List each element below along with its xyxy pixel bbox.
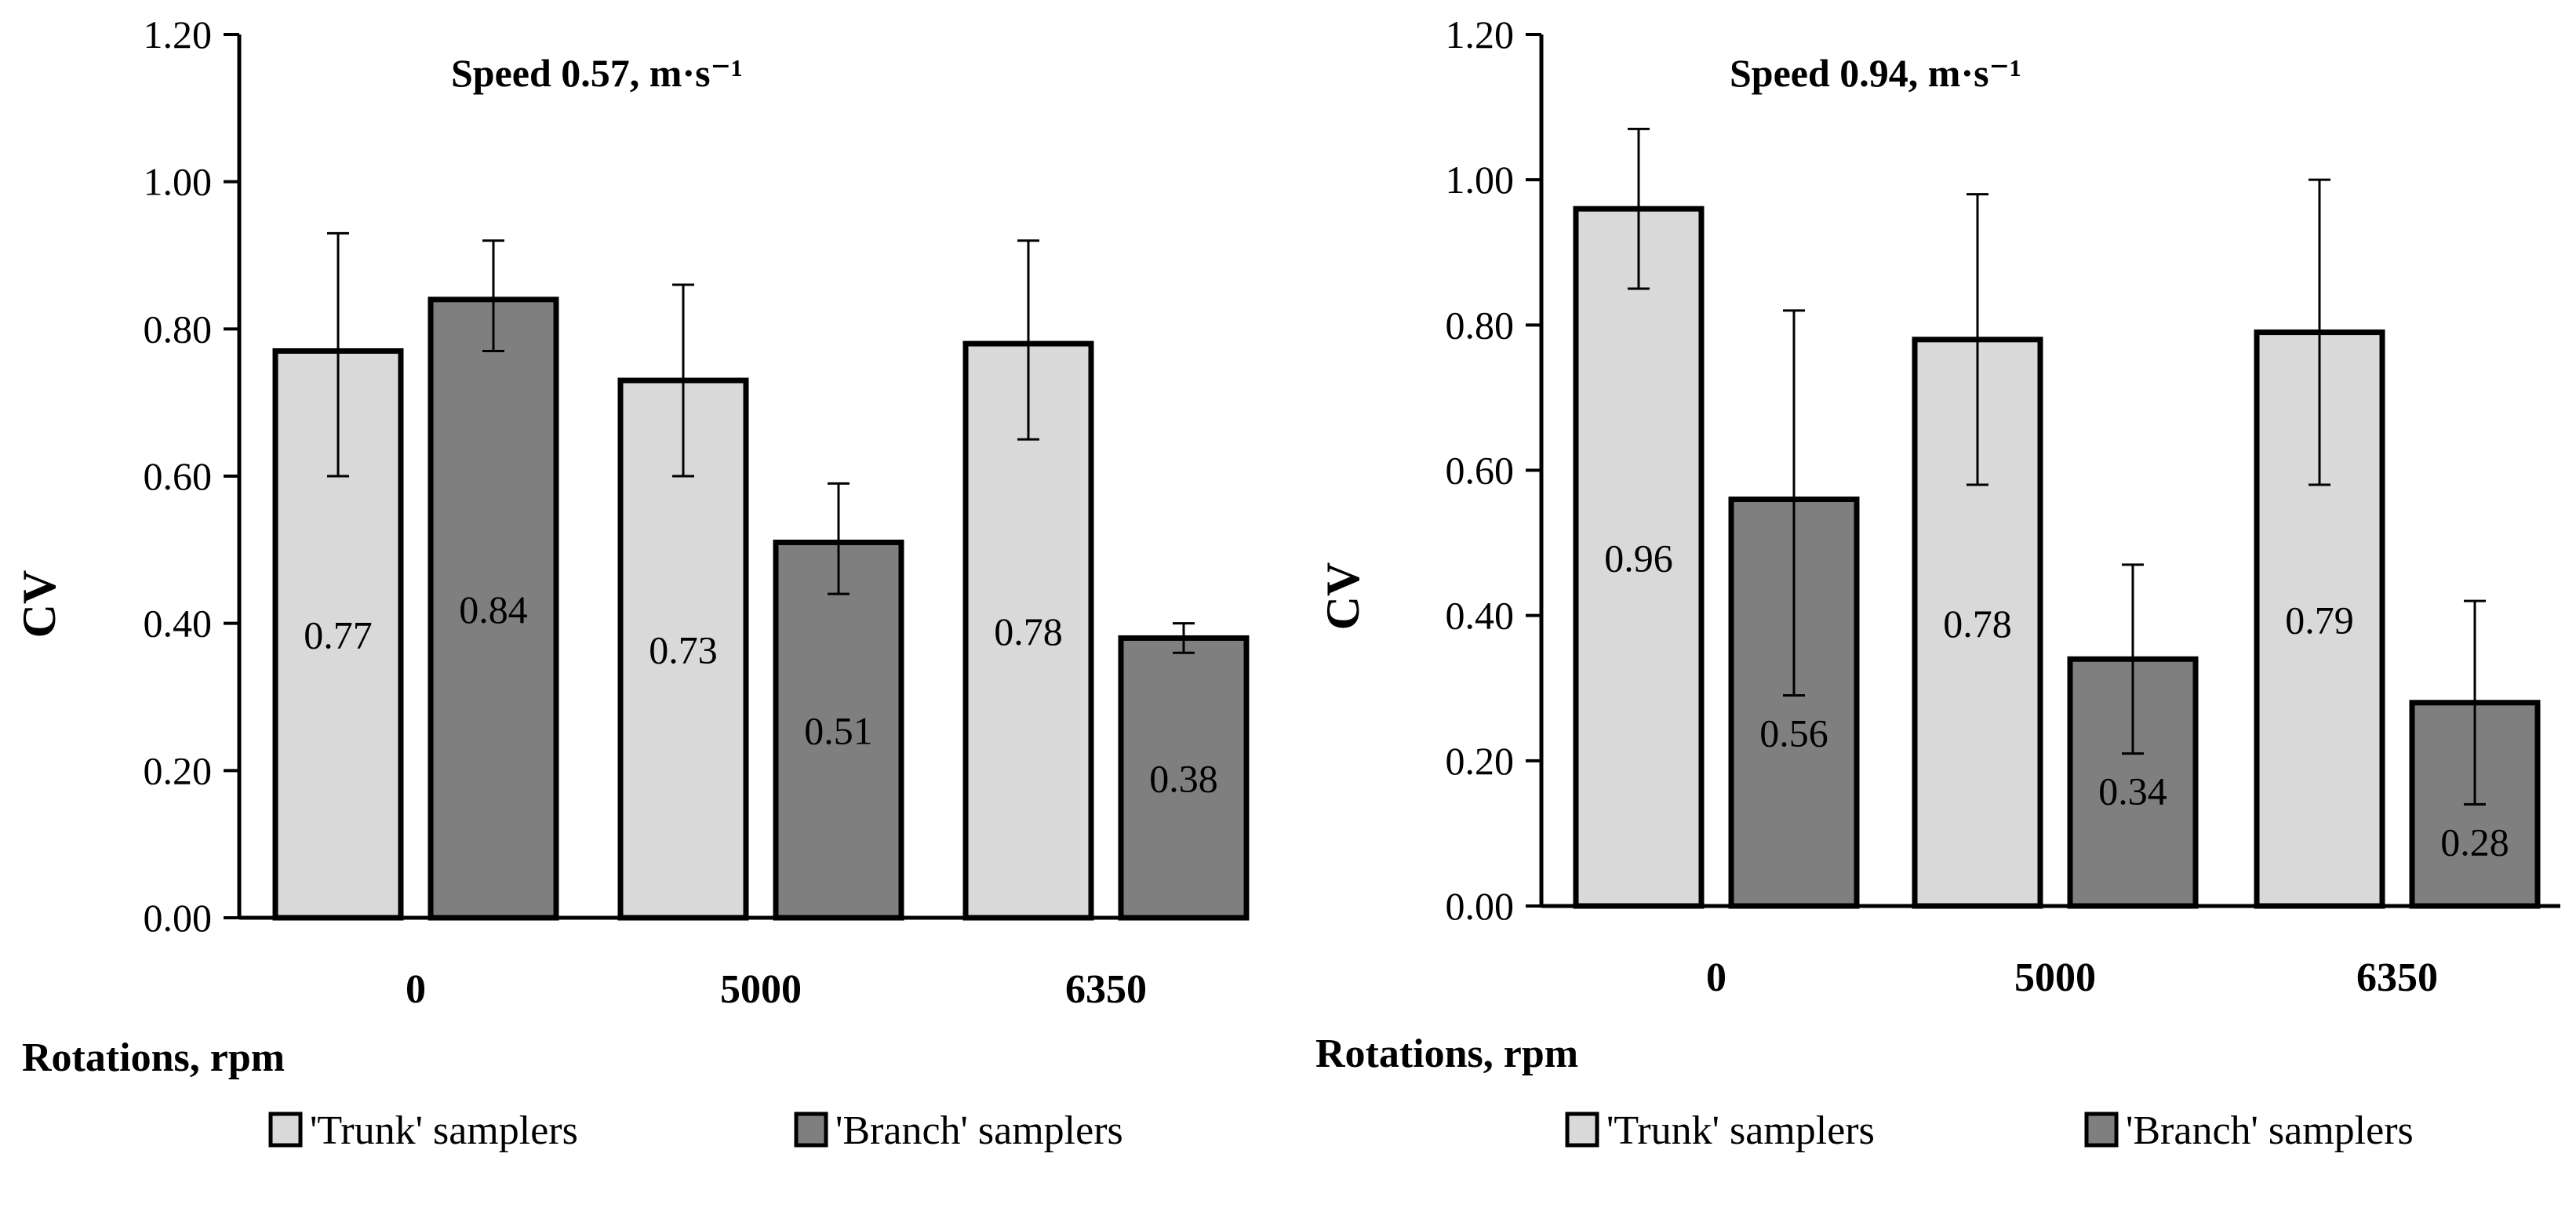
- legend-swatch-branch: [2084, 1112, 2119, 1148]
- legend: 'Trunk' samplers 'Branch' samplers: [1565, 1108, 2414, 1153]
- y-tick-label: 1.00: [144, 160, 213, 204]
- data-label: 0.56: [1759, 711, 1828, 755]
- y-tick-label: 0.20: [1446, 739, 1515, 783]
- chart-title: Speed 0.57, m·s⁻¹: [451, 51, 743, 95]
- bar-branch-0: [428, 297, 559, 921]
- legend-swatch-trunk: [268, 1112, 303, 1148]
- data-label: 0.73: [649, 628, 718, 672]
- x-axis-title: Rotations, rpm: [22, 1035, 285, 1080]
- chart-title: Speed 0.94, m·s⁻¹: [1730, 51, 2021, 95]
- x-category-label: 5000: [720, 967, 802, 1012]
- legend-swatch-branch: [794, 1112, 828, 1148]
- legend-label-trunk: 'Trunk' samplers: [310, 1108, 578, 1153]
- data-label: 0.51: [804, 709, 873, 753]
- x-category-label: 5000: [2014, 955, 2096, 1000]
- legend-label-branch: 'Branch' samplers: [2126, 1108, 2414, 1153]
- data-label: 0.28: [2440, 820, 2509, 864]
- x-category-label: 0: [406, 967, 426, 1012]
- data-label: 0.34: [2098, 770, 2167, 813]
- y-tick-label: 0.40: [1446, 594, 1515, 638]
- y-tick-label: 0.80: [144, 307, 213, 351]
- bar-branch-5000: [773, 539, 904, 921]
- y-tick-label: 0.00: [1446, 884, 1515, 928]
- x-axis-title: Rotations, rpm: [1315, 1032, 1578, 1076]
- y-axis-title: CV: [13, 570, 65, 639]
- y-tick-label: 0.40: [144, 602, 213, 646]
- data-label: 0.38: [1149, 757, 1218, 801]
- legend-label-trunk: 'Trunk' samplers: [1606, 1108, 1875, 1153]
- bar-trunk-6350: [2254, 329, 2385, 909]
- y-tick-label: 0.60: [144, 454, 213, 498]
- chart-panel-1: 0.00 0.20 0.40 0.60 0.80 1.00 1.20 0.77 0.73 0.78…: [13, 13, 1250, 1153]
- y-tick-label: 0.00: [144, 896, 213, 940]
- x-category-label: 6350: [1065, 967, 1147, 1012]
- data-label: 0.79: [2285, 598, 2354, 642]
- x-category-label: 6350: [2356, 955, 2438, 1000]
- data-label: 0.96: [1604, 537, 1673, 580]
- bar-branch-6350: [1118, 635, 1250, 921]
- y-tick-label: 1.20: [1446, 13, 1515, 56]
- legend: 'Trunk' samplers 'Branch' samplers: [268, 1108, 1123, 1153]
- legend-swatch-trunk: [1565, 1112, 1599, 1148]
- y-tick-label: 0.20: [144, 748, 213, 792]
- data-label: 0.78: [994, 609, 1063, 653]
- y-tick-label: 1.20: [144, 13, 213, 56]
- legend-label-branch: 'Branch' samplers: [835, 1108, 1123, 1153]
- y-tick-label: 1.00: [1446, 158, 1515, 202]
- data-label: 0.78: [1943, 602, 2012, 646]
- chart-panel-2: 0.00 0.20 0.40 0.60 0.80 1.00 1.20 0.96 0.78 0.79…: [1315, 13, 2560, 1153]
- y-tick-label: 0.80: [1446, 303, 1515, 347]
- y-tick-label: 0.60: [1446, 449, 1515, 493]
- data-label: 0.84: [459, 588, 528, 631]
- y-axis-title: CV: [1317, 562, 1369, 631]
- data-label: 0.77: [304, 613, 373, 657]
- x-category-label: 0: [1706, 955, 1726, 1000]
